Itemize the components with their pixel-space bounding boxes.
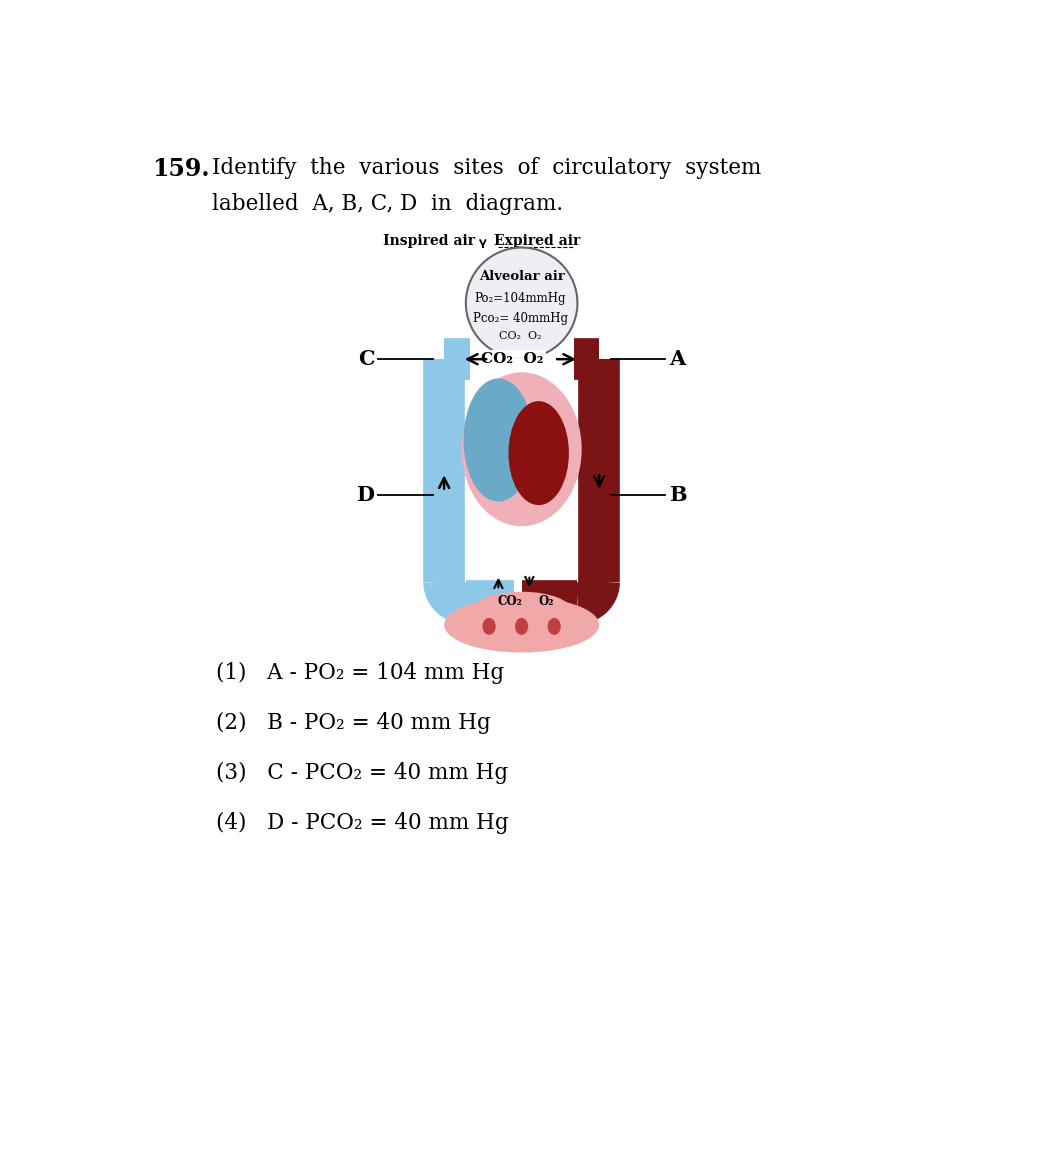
Text: Po₂=104mmHg: Po₂=104mmHg bbox=[474, 292, 566, 305]
Ellipse shape bbox=[464, 379, 534, 501]
Text: Inspired air: Inspired air bbox=[382, 234, 474, 248]
Ellipse shape bbox=[462, 372, 581, 526]
Ellipse shape bbox=[515, 618, 528, 635]
Text: D: D bbox=[356, 485, 374, 506]
Text: CO₂: CO₂ bbox=[498, 595, 522, 608]
Text: (3)   C - PCO₂ = 40 mm Hg: (3) C - PCO₂ = 40 mm Hg bbox=[216, 762, 507, 784]
Text: B: B bbox=[669, 485, 687, 506]
Text: labelled  A, B, C, D  in  diagram.: labelled A, B, C, D in diagram. bbox=[212, 193, 563, 215]
Circle shape bbox=[466, 248, 577, 359]
Text: Alveolar air: Alveolar air bbox=[478, 270, 565, 283]
Ellipse shape bbox=[444, 598, 599, 653]
Text: O₂: O₂ bbox=[539, 595, 554, 608]
Text: (1)   A - PO₂ = 104 mm Hg: (1) A - PO₂ = 104 mm Hg bbox=[216, 661, 503, 683]
Text: Expired air: Expired air bbox=[494, 234, 580, 248]
Text: A: A bbox=[669, 350, 686, 369]
Ellipse shape bbox=[482, 618, 496, 635]
Text: 159.: 159. bbox=[152, 156, 209, 181]
Text: CO₂  O₂: CO₂ O₂ bbox=[499, 331, 542, 342]
Text: CO₂  O₂: CO₂ O₂ bbox=[481, 352, 544, 366]
Ellipse shape bbox=[548, 618, 561, 635]
Text: Pco₂= 40mmHg: Pco₂= 40mmHg bbox=[473, 312, 568, 325]
Ellipse shape bbox=[508, 401, 569, 505]
Text: Identify  the  various  sites  of  circulatory  system: Identify the various sites of circulator… bbox=[212, 156, 761, 178]
Text: (2)   B - PO₂ = 40 mm Hg: (2) B - PO₂ = 40 mm Hg bbox=[216, 711, 491, 734]
Ellipse shape bbox=[471, 592, 572, 630]
Text: C: C bbox=[357, 350, 374, 369]
Text: (4)   D - PCO₂ = 40 mm Hg: (4) D - PCO₂ = 40 mm Hg bbox=[216, 812, 508, 834]
